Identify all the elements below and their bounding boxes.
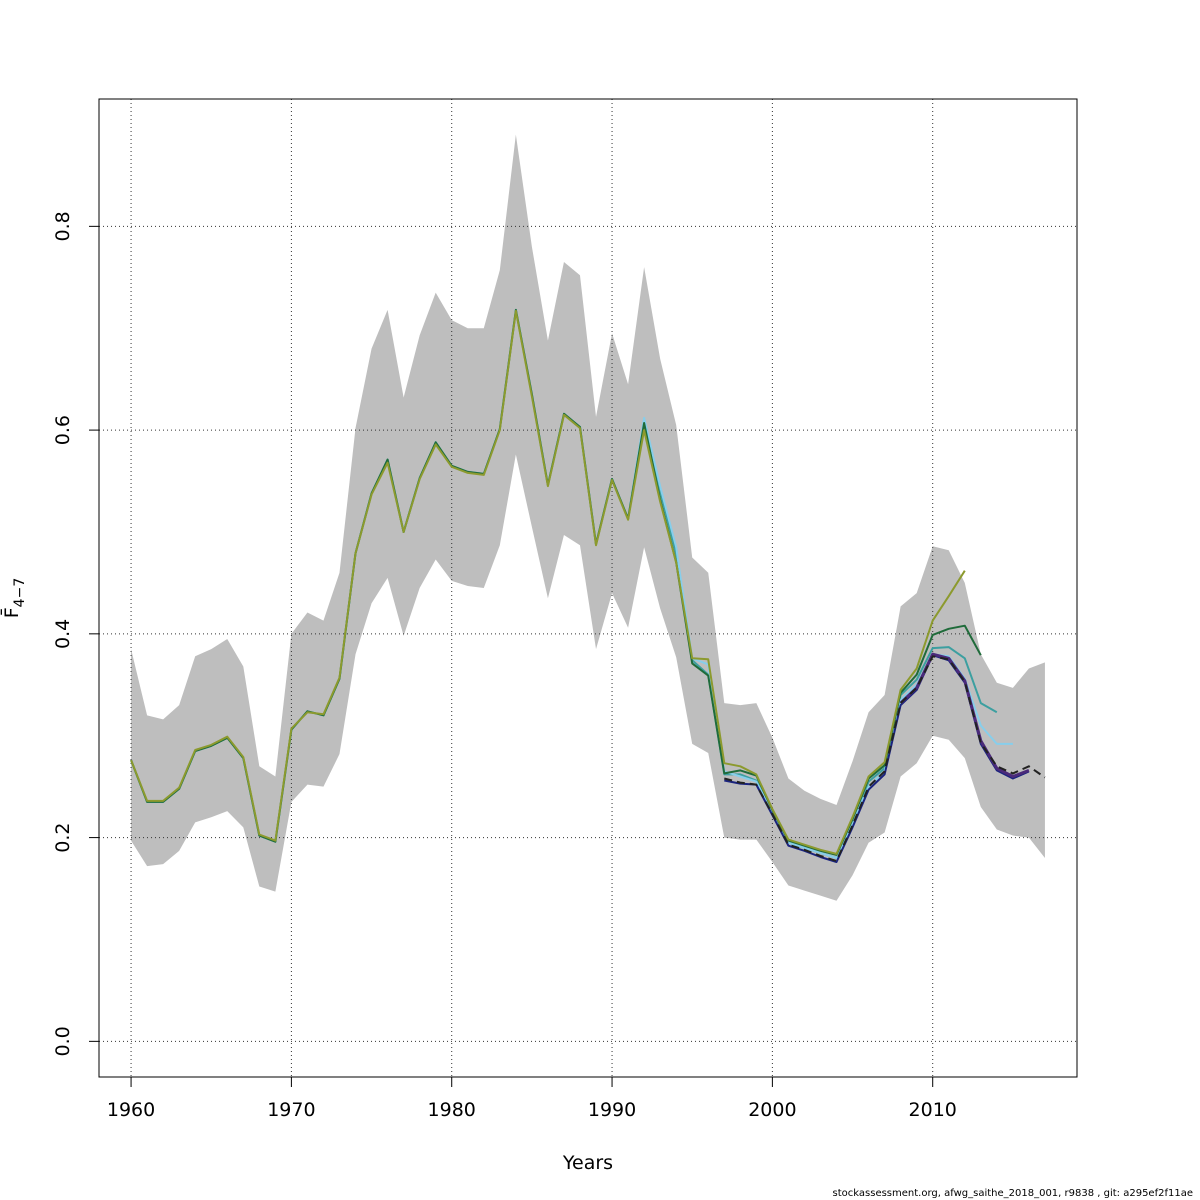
x-tick-label: 1970 — [267, 1099, 315, 1121]
series-line-4 — [899, 652, 1030, 778]
y-axis-title-subscript: 4−7 — [12, 578, 28, 608]
y-tick-label: 0.6 — [52, 415, 74, 445]
x-axis: 1960 1970 1980 1990 2000 2010 — [107, 1077, 957, 1121]
grid-layer — [99, 99, 1077, 1077]
series-line-7 — [724, 655, 1046, 862]
series-layer — [130, 308, 1046, 863]
confidence-band-layer — [131, 134, 1045, 901]
x-tick-label: 2000 — [748, 1099, 796, 1121]
plot-frame — [98, 98, 1078, 1078]
y-tick-label: 0.0 — [52, 1026, 74, 1056]
y-axis: 0.0 0.2 0.4 0.6 0.8 — [52, 211, 99, 1056]
confidence-band — [131, 134, 1045, 901]
x-axis-title: Years — [562, 1152, 613, 1174]
series-line-6 — [130, 309, 966, 855]
footer-credit: stockassessment.org, afwg_saithe_2018_00… — [833, 1188, 1193, 1199]
svg-text:F̄4−7: F̄4−7 — [0, 578, 28, 618]
y-tick-label: 0.8 — [52, 211, 74, 241]
y-tick-label: 0.4 — [52, 619, 74, 649]
x-tick-label: 1990 — [588, 1099, 636, 1121]
x-tick-label: 1960 — [107, 1099, 155, 1121]
y-tick-label: 0.2 — [52, 822, 74, 852]
y-axis-title-main: F̄ — [0, 607, 23, 618]
x-tick-label: 1980 — [428, 1099, 476, 1121]
y-axis-title: F̄4−7 — [0, 578, 28, 618]
x-tick-label: 2010 — [909, 1099, 957, 1121]
